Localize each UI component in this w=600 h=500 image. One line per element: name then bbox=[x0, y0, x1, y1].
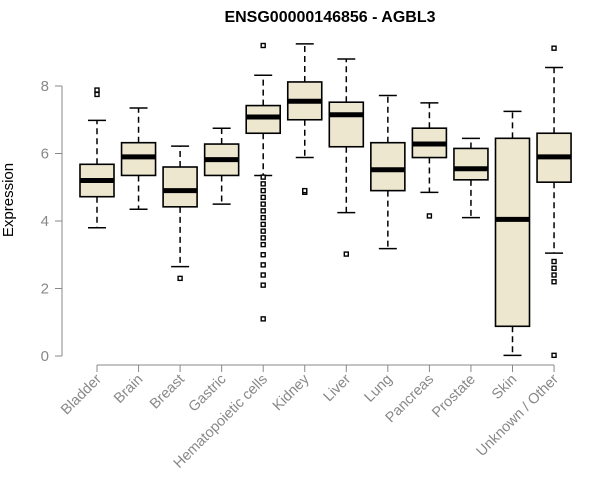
y-tick-label: 8 bbox=[41, 78, 49, 95]
box-6 bbox=[328, 58, 365, 257]
outlier-point bbox=[260, 262, 266, 268]
y-axis-label: Expression bbox=[0, 163, 17, 237]
outlier-point bbox=[302, 187, 308, 194]
outlier-point bbox=[426, 213, 433, 219]
outlier-point bbox=[551, 352, 557, 359]
outlier-point bbox=[260, 316, 266, 322]
box-iqr bbox=[328, 101, 365, 148]
outlier-point bbox=[260, 282, 266, 288]
outlier-point bbox=[551, 258, 557, 265]
outlier-point bbox=[260, 241, 266, 248]
x-tick-label: Skin bbox=[489, 372, 520, 403]
box-9 bbox=[453, 137, 489, 219]
box-2 bbox=[162, 145, 198, 282]
y-axis: 0 2 4 6 8 bbox=[41, 78, 63, 365]
box-iqr bbox=[162, 166, 198, 208]
outlier-point bbox=[94, 91, 100, 98]
outlier-point bbox=[260, 181, 266, 187]
box-5 bbox=[286, 43, 323, 196]
x-tick-label: Prostate bbox=[429, 372, 478, 421]
outlier-point bbox=[260, 221, 266, 228]
y-tick-label: 4 bbox=[41, 213, 49, 230]
y-tick-label: 2 bbox=[41, 281, 49, 298]
x-tick-label: Kidney bbox=[270, 371, 313, 414]
outlier-point bbox=[260, 214, 266, 221]
outlier-point bbox=[551, 272, 557, 278]
box-3 bbox=[203, 127, 240, 205]
outlier-point bbox=[343, 251, 349, 257]
outlier-point bbox=[260, 208, 266, 214]
outlier-point bbox=[551, 265, 557, 271]
outlier-point bbox=[177, 275, 183, 282]
x-tick-label: Bladder bbox=[58, 371, 105, 418]
box-4 bbox=[245, 42, 281, 322]
outlier-point bbox=[94, 87, 100, 93]
outlier-point bbox=[551, 45, 557, 51]
x-tick-label: Liver bbox=[321, 371, 355, 405]
box-8 bbox=[411, 102, 448, 219]
x-tick-label: Breast bbox=[147, 372, 188, 413]
outlier-point bbox=[260, 187, 266, 194]
x-tick-label: Brain bbox=[111, 372, 146, 407]
box-7 bbox=[370, 94, 406, 250]
outlier-point bbox=[551, 279, 557, 285]
box-0 bbox=[79, 87, 115, 229]
box-10 bbox=[494, 110, 531, 357]
outlier-point bbox=[260, 201, 266, 207]
y-tick-label: 6 bbox=[41, 146, 49, 163]
box-iqr bbox=[453, 147, 489, 181]
chart-title: ENSG00000146856 - AGBL3 bbox=[224, 9, 435, 26]
outlier-point bbox=[260, 194, 266, 201]
box-11 bbox=[536, 45, 572, 359]
outlier-point bbox=[260, 272, 266, 278]
boxplot-series bbox=[79, 42, 572, 359]
outlier-point bbox=[260, 228, 266, 234]
y-tick-label: 0 bbox=[41, 348, 49, 365]
outlier-point bbox=[260, 174, 266, 180]
outlier-point bbox=[260, 235, 266, 241]
box-1 bbox=[120, 107, 157, 210]
outlier-point bbox=[260, 252, 266, 258]
outlier-point bbox=[260, 42, 266, 49]
box-iqr bbox=[494, 137, 531, 328]
box-iqr bbox=[370, 141, 406, 192]
x-tick-label: Lung bbox=[362, 372, 396, 406]
